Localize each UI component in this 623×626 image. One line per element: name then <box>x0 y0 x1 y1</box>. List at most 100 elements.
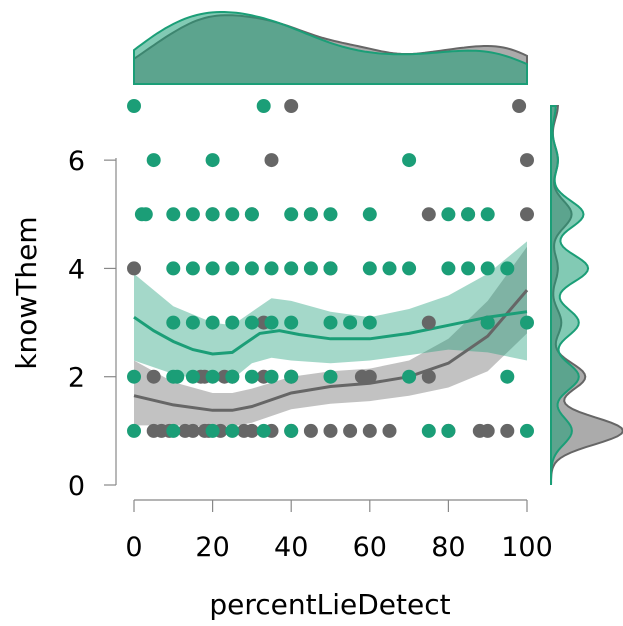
data-point <box>500 369 515 384</box>
data-point <box>402 261 417 276</box>
scatter-points <box>127 99 534 438</box>
data-point <box>127 423 141 438</box>
y-tick-label: 6 <box>68 146 85 177</box>
data-point <box>382 423 397 438</box>
x-tick-label: 100 <box>501 532 553 563</box>
data-point <box>480 315 495 330</box>
data-point <box>146 153 161 168</box>
data-point <box>170 369 185 384</box>
data-point <box>520 207 534 222</box>
data-point <box>166 315 181 330</box>
data-point <box>185 261 200 276</box>
data-point <box>323 207 338 222</box>
y-density-0 <box>550 105 590 485</box>
data-point <box>323 261 338 276</box>
data-point <box>362 369 377 384</box>
data-point <box>402 153 417 168</box>
data-point <box>520 315 534 330</box>
data-point <box>205 207 220 222</box>
data-point <box>166 261 181 276</box>
y-axis-title: knowThem <box>10 216 43 369</box>
data-point <box>205 423 220 438</box>
data-point <box>284 261 299 276</box>
data-point <box>244 369 259 384</box>
tick-marks: 0 20 40 60 80 100 0 2 4 6 <box>68 146 553 563</box>
data-point <box>284 99 299 113</box>
x-tick-label: 40 <box>274 532 308 563</box>
data-point <box>244 261 259 276</box>
data-point <box>421 207 436 222</box>
data-point <box>500 261 515 276</box>
data-point <box>205 315 220 330</box>
data-point <box>127 369 141 384</box>
axes <box>115 158 527 501</box>
smooth-line-1 <box>133 289 529 412</box>
data-point <box>284 315 299 330</box>
data-point <box>362 315 377 330</box>
data-point <box>323 369 338 384</box>
data-point <box>343 423 358 438</box>
y-tick-label: 4 <box>68 254 85 285</box>
data-point <box>323 315 338 330</box>
x-axis-title: percentLieDetect <box>209 588 450 621</box>
x-tick-label: 60 <box>353 532 387 563</box>
data-point <box>205 369 220 384</box>
x-tick-label: 80 <box>431 532 465 563</box>
data-point <box>146 369 161 384</box>
data-point <box>284 369 299 384</box>
data-point <box>264 315 279 330</box>
data-point <box>225 261 240 276</box>
data-point <box>520 423 534 438</box>
data-point <box>284 423 299 438</box>
x-density-0 <box>133 11 528 85</box>
data-point <box>264 369 279 384</box>
data-point <box>205 153 220 168</box>
data-point <box>441 207 456 222</box>
data-point <box>303 207 318 222</box>
data-point <box>244 207 259 222</box>
data-point <box>461 261 476 276</box>
data-point <box>225 423 240 438</box>
data-point <box>461 207 476 222</box>
data-point <box>138 207 153 222</box>
data-point <box>166 423 181 438</box>
data-point <box>362 207 377 222</box>
data-point <box>382 261 397 276</box>
x-marginal-density <box>133 11 528 85</box>
data-point <box>480 207 495 222</box>
data-point <box>303 423 318 438</box>
data-point <box>256 423 271 438</box>
data-point <box>480 261 495 276</box>
data-point <box>225 315 240 330</box>
y-tick-label: 2 <box>68 363 85 394</box>
data-point <box>166 207 181 222</box>
data-point <box>205 261 220 276</box>
data-point <box>323 423 338 438</box>
data-point <box>441 261 456 276</box>
data-point <box>264 261 279 276</box>
data-point <box>225 207 240 222</box>
y-tick-label: 0 <box>68 471 85 502</box>
data-point <box>256 99 271 113</box>
confidence-band-0 <box>134 241 527 383</box>
data-point <box>520 153 534 168</box>
data-point <box>185 369 200 384</box>
data-point <box>362 423 377 438</box>
data-point <box>441 423 456 438</box>
data-point <box>127 99 141 113</box>
data-point <box>512 99 527 113</box>
data-point <box>244 423 259 438</box>
data-point <box>421 369 436 384</box>
data-point <box>402 369 417 384</box>
data-point <box>421 315 436 330</box>
data-point <box>127 261 141 276</box>
data-point <box>185 315 200 330</box>
data-point <box>500 423 515 438</box>
data-point <box>284 207 299 222</box>
data-point <box>343 315 358 330</box>
y-marginal-density <box>550 105 623 486</box>
x-tick-label: 20 <box>195 532 229 563</box>
data-point <box>264 153 279 168</box>
data-point <box>480 423 495 438</box>
data-point <box>362 261 377 276</box>
